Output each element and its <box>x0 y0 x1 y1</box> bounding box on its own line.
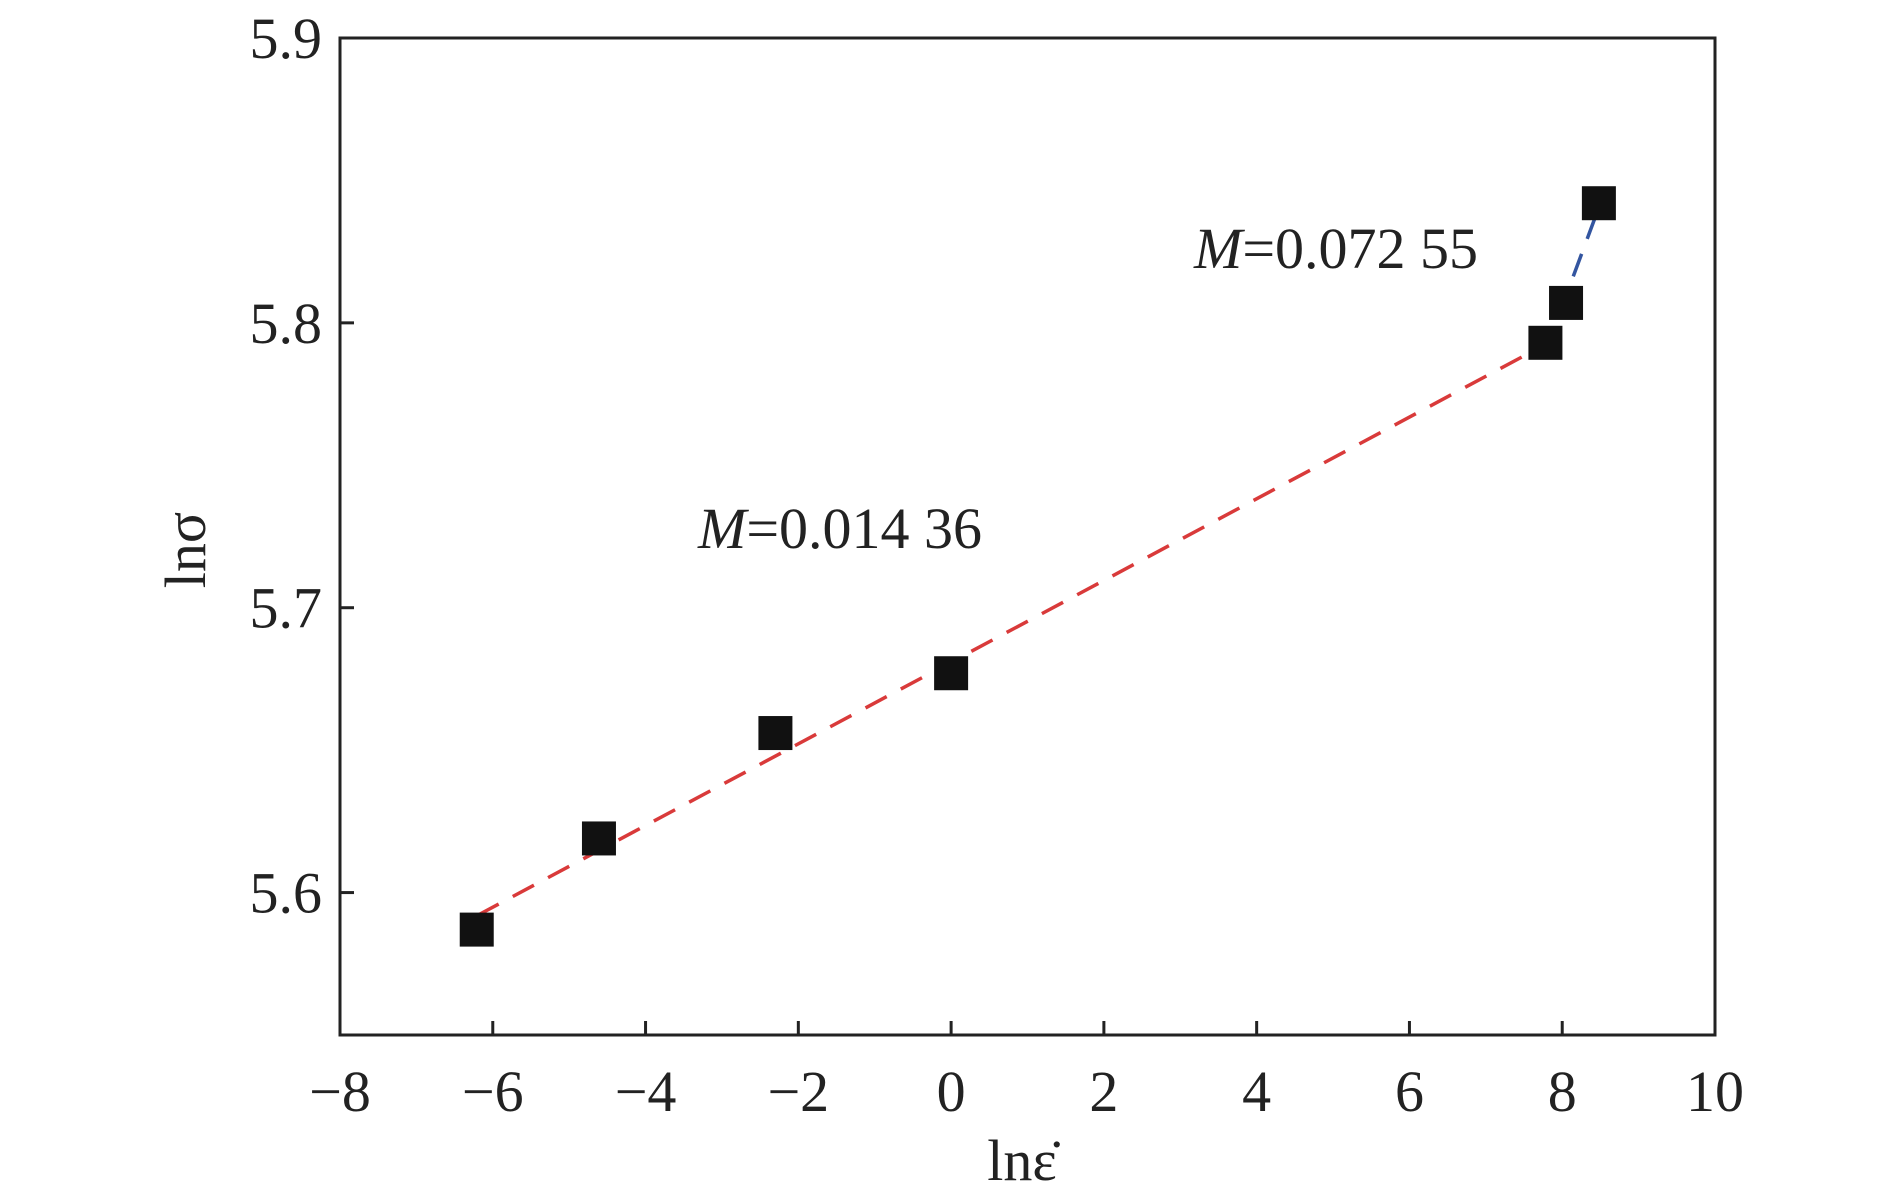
x-tick-label: 10 <box>1686 1059 1744 1124</box>
x-tick-label: −4 <box>615 1059 677 1124</box>
data-point-square <box>459 912 494 947</box>
annotation-slope-value: =0.014 36 <box>746 496 982 561</box>
data-points <box>459 186 1616 947</box>
annotation-slope-red-fit: M=0.014 36 <box>697 496 982 561</box>
data-point-square <box>1549 285 1584 320</box>
x-tick-label: 8 <box>1548 1059 1577 1124</box>
x-tick-label: −6 <box>462 1059 524 1124</box>
annotation-slope-blue-fit: M=0.072 55 <box>1193 216 1478 281</box>
annotation-slope-symbol: M <box>1193 216 1245 281</box>
data-point-square <box>1581 186 1616 221</box>
x-tick-label: 4 <box>1242 1059 1271 1124</box>
x-tick-label: 6 <box>1395 1059 1424 1124</box>
data-point-square <box>758 716 793 751</box>
fit-line <box>1543 202 1603 352</box>
y-tick-label: 5.7 <box>250 576 323 641</box>
y-tick-label: 5.8 <box>250 291 323 356</box>
data-point-square <box>1528 325 1563 360</box>
axis-ticks: −8 −6 −4 −2 0 2 4 6 8 10 5.6 5.7 5.8 5.9 <box>250 6 1745 1124</box>
data-point-square <box>581 821 616 856</box>
data-point-square <box>934 656 969 691</box>
x-tick-label: −2 <box>767 1059 829 1124</box>
y-axis-title: lnσ <box>153 512 218 588</box>
x-tick-label: 0 <box>937 1059 966 1124</box>
fit-line <box>476 344 1544 917</box>
fit-lines <box>476 202 1603 917</box>
x-tick-label: 2 <box>1089 1059 1118 1124</box>
y-tick-label: 5.9 <box>250 6 323 71</box>
annotation-slope-symbol: M <box>697 496 749 561</box>
y-tick-label: 5.6 <box>250 861 323 926</box>
annotation-slope-value: =0.072 55 <box>1242 216 1478 281</box>
x-tick-label: −8 <box>309 1059 371 1124</box>
x-axis-title: lnε̇ <box>987 1128 1060 1193</box>
plot-frame <box>338 36 1717 1037</box>
